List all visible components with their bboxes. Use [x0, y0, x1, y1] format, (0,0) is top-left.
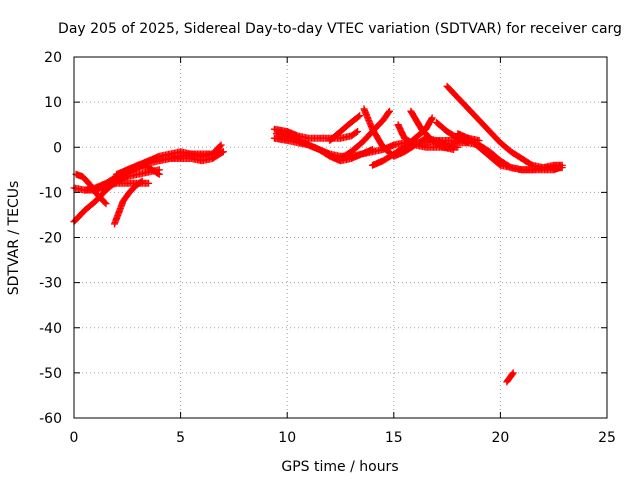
series-track-07 — [102, 179, 153, 190]
y-tick-label: -50 — [39, 366, 62, 382]
plus-markers — [454, 130, 564, 174]
y-tick-label: -10 — [39, 185, 62, 201]
x-tick-label: 5 — [176, 430, 185, 446]
series-track-08 — [134, 161, 163, 178]
series-track-09 — [166, 148, 227, 165]
y-tick-label: -40 — [39, 321, 62, 337]
x-tick-label: 10 — [278, 430, 296, 446]
y-tick-label: -20 — [39, 231, 62, 247]
tick-labels: 0 5 10 15 20 25 -60 -50 -40 -30 -20 -10 0 10 20 — [39, 50, 616, 446]
series-track-21 — [454, 130, 564, 174]
x-tick-label: 20 — [491, 430, 509, 446]
plus-markers — [443, 82, 566, 172]
y-tick-label: 0 — [53, 140, 62, 156]
y-tick-label: -30 — [39, 276, 62, 292]
plot-border — [73, 56, 608, 419]
data-series — [70, 82, 566, 386]
axes — [73, 56, 608, 419]
plus-markers — [337, 107, 393, 162]
series-track-22 — [503, 369, 517, 386]
series-track-13 — [326, 112, 364, 144]
y-tick-label: 10 — [44, 95, 62, 111]
series-track-18 — [407, 107, 457, 153]
x-tick-label: 15 — [385, 430, 403, 446]
plus-markers — [166, 148, 227, 165]
x-tick-label: 0 — [70, 430, 79, 446]
x-tick-label: 25 — [598, 430, 616, 446]
plus-markers — [134, 161, 163, 178]
chart-title: Day 205 of 2025, Sidereal Day-to-day VTE… — [58, 21, 622, 37]
grid-lines — [74, 57, 607, 418]
y-tick-label: -60 — [39, 411, 62, 427]
series-track-14 — [337, 107, 393, 162]
x-axis-label: GPS time / hours — [281, 459, 398, 475]
plus-markers — [407, 107, 457, 153]
y-axis-label: SDTVAR / TECUs — [6, 181, 22, 296]
plus-markers — [503, 369, 517, 386]
plus-markers — [326, 112, 364, 144]
series-track-20 — [443, 82, 566, 172]
plus-markers — [102, 179, 153, 190]
y-tick-label: 20 — [44, 50, 62, 66]
